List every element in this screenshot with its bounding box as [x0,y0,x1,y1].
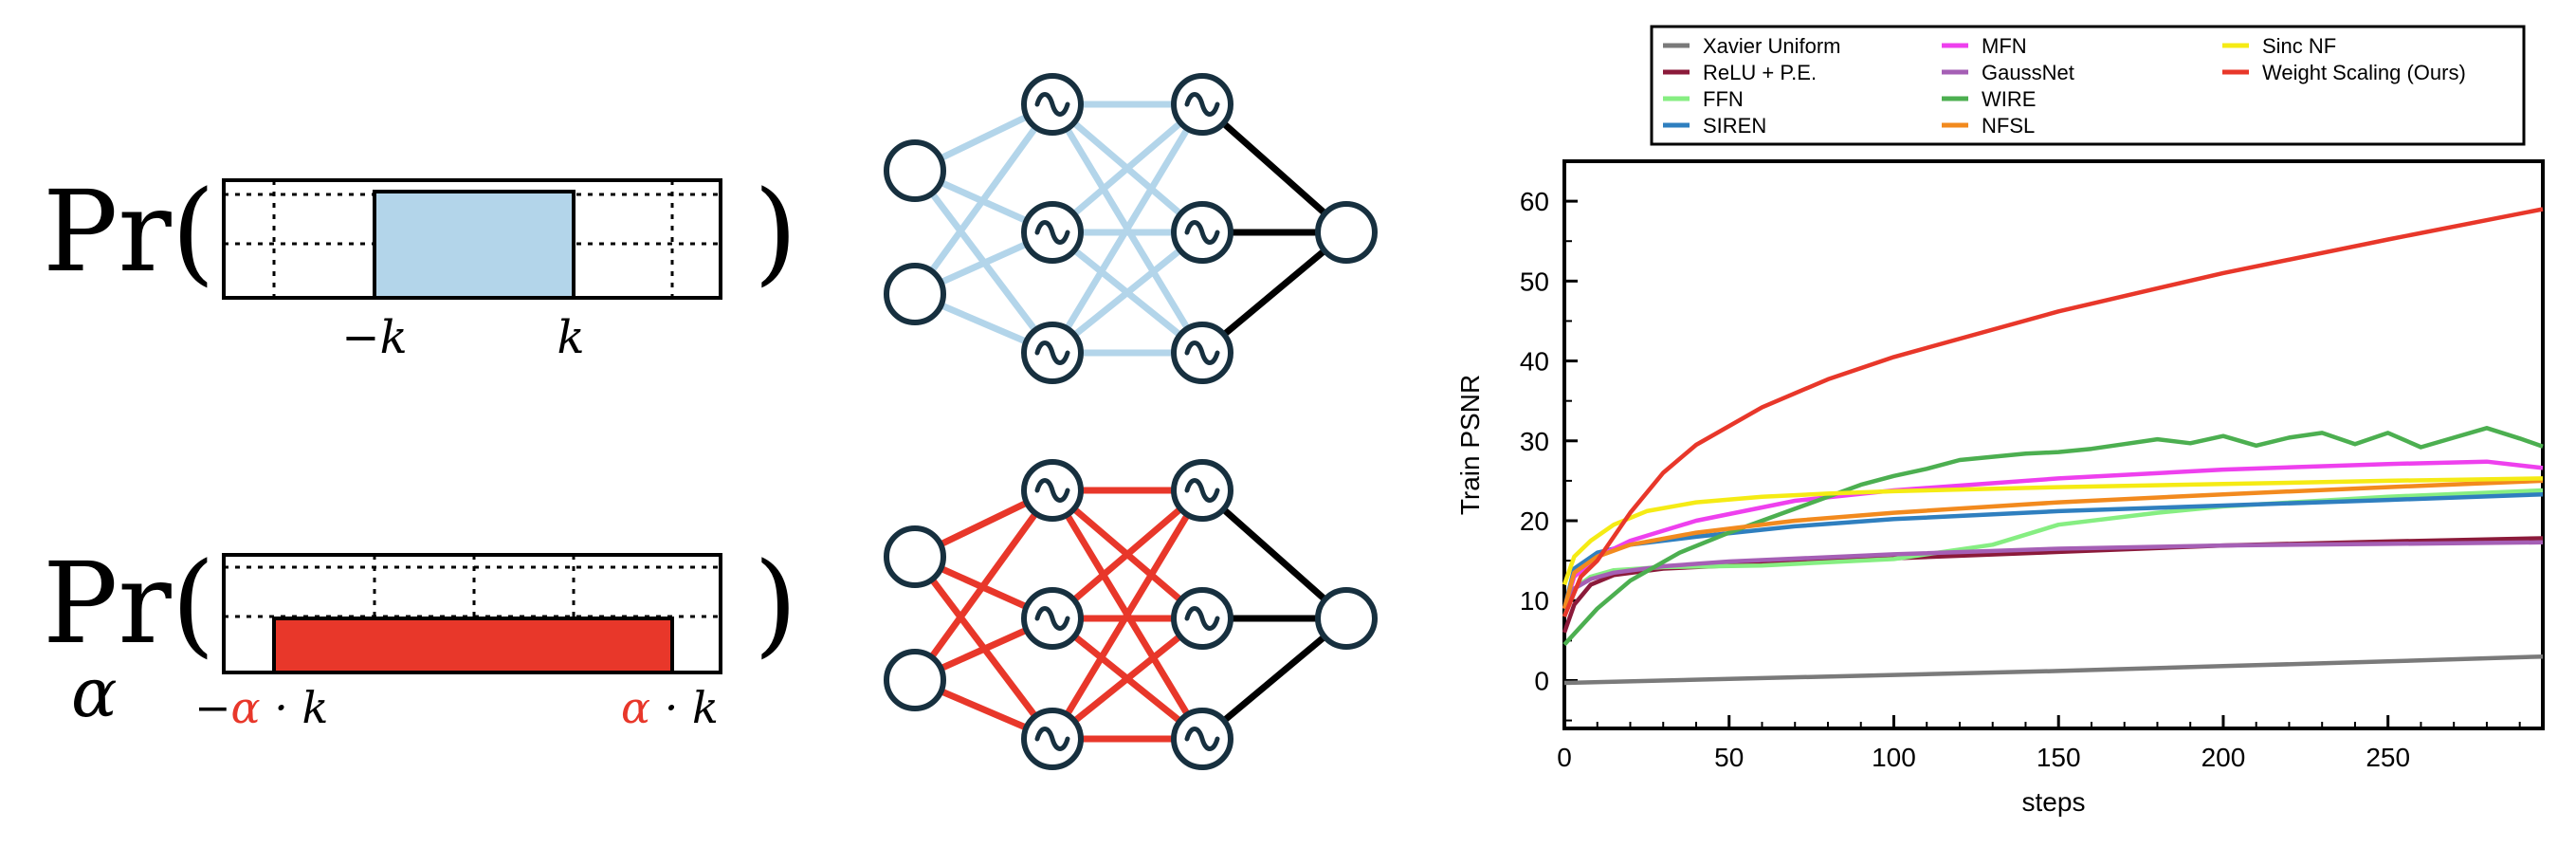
y-tick-label: 60 [1520,187,1549,216]
x-tick-label: 250 [2366,743,2410,772]
top-close-paren: ) [754,166,797,297]
legend-label: Sinc NF [2262,34,2336,58]
series-line-siren [1562,491,2544,610]
neg-alpha: α [231,682,261,733]
bottom-net-edge-h12-h21 [1050,616,1205,742]
legend-label: FFN [1703,87,1744,111]
bottom-net-edge-h11-h20 [1050,488,1205,621]
y-tick-label: 10 [1520,586,1549,616]
pos-alpha: α [621,682,650,733]
bottom-net-hidden1-node-2-sine-icon [1034,727,1070,751]
series-line-sinc-nf [1562,476,2544,586]
top-k-label: k [557,311,584,364]
top-pr-label: Pr( [43,166,215,297]
y-tick-label: 40 [1520,347,1549,377]
bottom-net-edge-in1-h10 [912,488,1055,683]
top-net-edge-h11-h20 [1050,101,1205,235]
series-lines [1562,207,2544,686]
top-neg-k-label: −k [341,311,407,364]
y-tick-label: 50 [1520,267,1549,296]
bottom-neg-alpha-k-label: −α · k [194,682,328,733]
top-net-hidden1-node-1-sine-icon [1034,220,1070,245]
series-line-nfsl [1562,478,2544,610]
bottom-alpha-k-label: α · k [621,682,719,733]
y-axis-label: Train PSNR [1455,375,1485,515]
legend-label: ReLU + P.E. [1703,61,1817,84]
bottom-net-edge-h20-out [1199,488,1349,621]
bottom-close-paren: ) [754,538,797,669]
y-tick-label: 30 [1520,427,1549,456]
top-uniform-range-box [373,190,575,300]
top-net-edge-in1-h10 [912,101,1055,297]
y-tick-label: 0 [1534,666,1549,695]
legend-label: MFN [1982,34,2027,58]
series-line-gaussnet [1562,540,2544,610]
top-net-hidden1-node-2-sine-icon [1034,341,1070,365]
bottom-net-hidden2-node-2-sine-icon [1184,727,1220,751]
series-line-weight-scaling-ours [1562,207,2544,617]
y-tick-label: 20 [1520,506,1549,536]
top-net-hidden2-node-0-sine-icon [1184,92,1220,117]
psnr-line-chart: 0 50 100 150 200 250 0 10 20 30 40 50 60 Xavier Unif… [1455,25,2545,817]
legend-label: Weight Scaling (Ours) [2262,61,2466,84]
bottom-net-input-node-1 [884,649,946,711]
neg-sign: − [194,682,231,733]
legend-frame [1650,25,2526,146]
top-net-edge-h12-h21 [1050,230,1205,356]
top-net-edge-h20-out [1199,101,1349,235]
top-net-output-node [1315,201,1378,264]
top-distribution-panel: Pr( ) −k k [43,166,797,364]
top-net-input-node-1 [884,263,946,325]
top-net-edge-h12-h20 [1050,102,1205,355]
top-net-hidden2-node-1-sine-icon [1184,220,1220,245]
chart-legend: Xavier Uniform ReLU + P.E. FFN SIREN MFN Gaus… [1650,25,2526,146]
bottom-pr-label: Pr( [43,538,215,669]
top-network-diagram [884,73,1378,384]
bottom-net-hidden1-node-1-sine-icon [1034,606,1070,631]
bottom-net-input-node-0 [884,525,946,588]
top-net-input-node-0 [884,139,946,202]
top-net-hidden1-node-0-sine-icon [1034,92,1070,117]
legend-label: GaussNet [1982,61,2074,84]
series-line-wire [1562,426,2544,647]
top-net-edge-h22-out [1199,230,1349,356]
bottom-net-hidden1-node-0-sine-icon [1034,478,1070,503]
x-tick-label: 200 [2201,743,2246,772]
neg-dot-k: · k [261,682,329,733]
bottom-net-hidden2-node-0-sine-icon [1184,478,1220,503]
x-tick-label: 100 [1872,743,1916,772]
bottom-alpha-subscript: α [71,653,118,732]
series-line-xavier-uniform [1563,654,2544,686]
x-tick-label: 150 [2037,743,2081,772]
bottom-network-diagram [884,459,1378,770]
legend-label: WIRE [1982,87,2036,111]
bottom-net-output-node [1315,587,1378,650]
legend-label: SIREN [1703,114,1766,138]
x-axis-label: steps [2022,787,2086,817]
axis-ticks: 0 50 100 150 200 250 0 10 20 30 40 50 60 [1520,160,2521,772]
x-tick-label: 0 [1557,743,1572,772]
bottom-distribution-panel: Pr( α ) −α · k α · k [43,538,797,733]
bottom-net-hidden2-node-1-sine-icon [1184,606,1220,631]
pos-dot-k: · k [650,682,719,733]
bottom-net-edge-h22-out [1199,616,1349,742]
legend-label: NFSL [1982,114,2035,138]
plot-area-frame [1562,159,2545,730]
top-net-hidden2-node-2-sine-icon [1184,341,1220,365]
legend-label: Xavier Uniform [1703,34,1840,58]
x-tick-label: 50 [1714,743,1744,772]
series-line-relu-p-e [1562,536,2544,634]
bottom-scaled-range-box [272,617,674,674]
bottom-net-edge-h12-h20 [1050,488,1205,741]
